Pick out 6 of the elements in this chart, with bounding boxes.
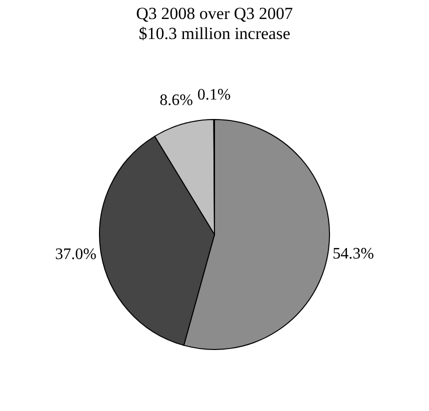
chart-title: Q3 2008 over Q3 2007 bbox=[136, 4, 294, 23]
chart-subtitle: $10.3 million increase bbox=[138, 24, 290, 43]
data-label: 54.3% bbox=[332, 245, 374, 262]
data-label: 0.1% bbox=[197, 86, 231, 104]
data-label: 37.0% bbox=[55, 246, 96, 263]
data-label: 8.6% bbox=[160, 92, 193, 109]
